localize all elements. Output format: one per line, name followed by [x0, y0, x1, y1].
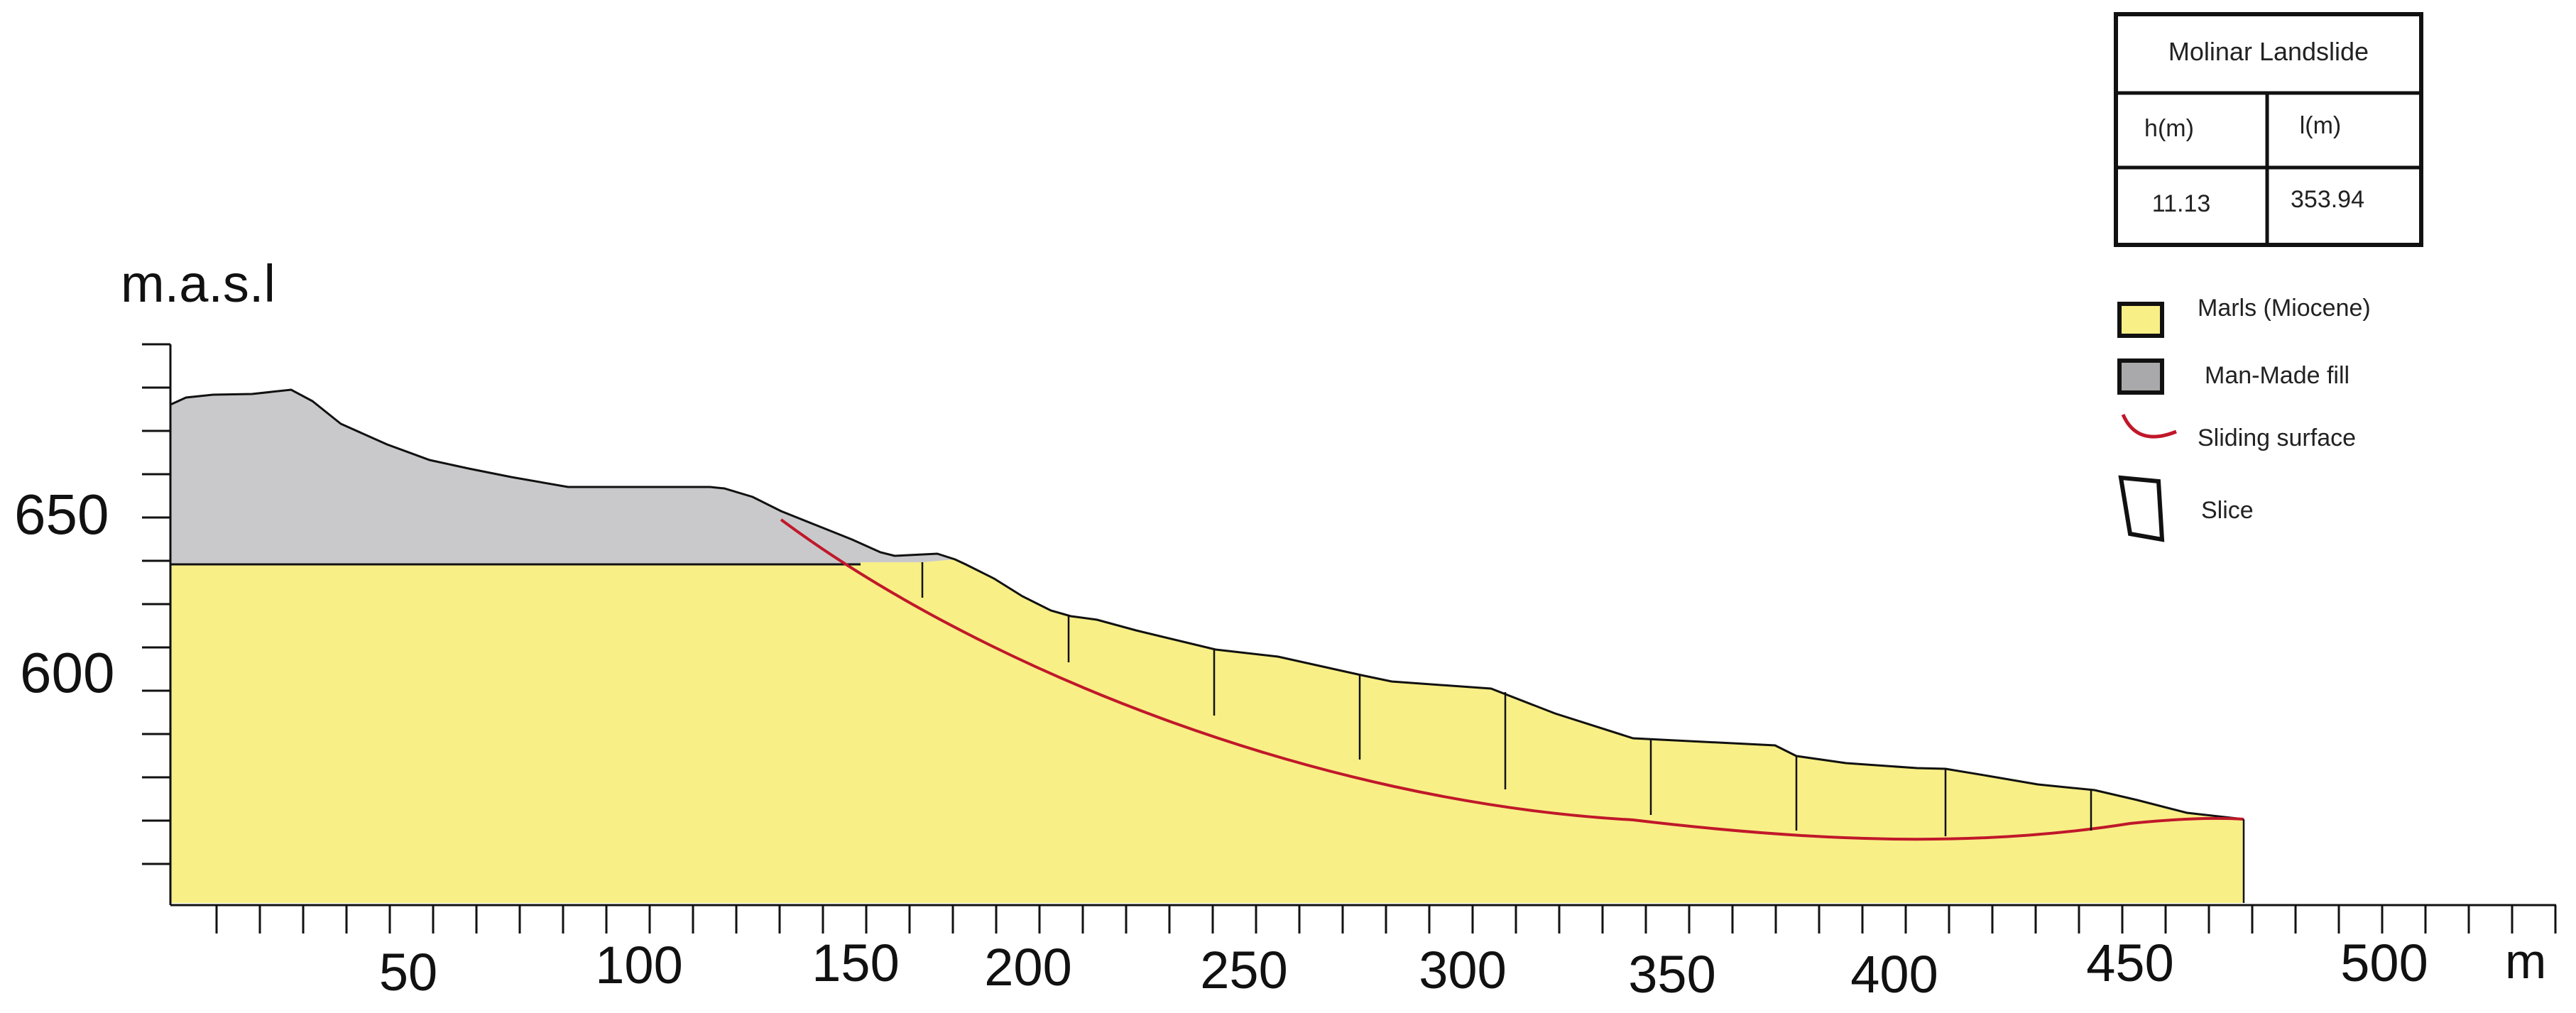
table-title: Molinar Landslide	[2168, 37, 2369, 66]
legend-label-sliding-surface: Sliding surface	[2198, 425, 2356, 451]
x-tick-label: 250	[1200, 941, 1287, 1000]
x-tick-label: 300	[1419, 941, 1506, 1000]
x-tick-label: 150	[812, 933, 899, 992]
marls-layer	[170, 559, 2244, 903]
table-value-h: 11.13	[2152, 190, 2211, 217]
legend-label-slice: Slice	[2201, 497, 2254, 524]
x-tick-label: 100	[595, 936, 682, 995]
slices	[921, 562, 2245, 903]
x-tick-label: 400	[1850, 945, 1938, 1004]
legend-label-marls: Marls (Miocene)	[2198, 295, 2371, 322]
table-header-h: h(m)	[2144, 115, 2194, 142]
x-tick-label: 450	[2086, 933, 2173, 992]
x-tick-label: 200	[984, 938, 1071, 997]
legend-swatch-marls	[2117, 302, 2164, 338]
x-tick-labels: 50 100 150 200 250 300 350 400 450 500	[379, 933, 2428, 1004]
man-made-fill-layer	[170, 390, 955, 564]
x-axis-ticks	[215, 905, 2557, 933]
y-tick-label-600: 600	[20, 641, 114, 704]
table-value-l: 353.94	[2291, 186, 2364, 213]
x-tick-label: 350	[1628, 945, 1715, 1004]
table-header-l: l(m)	[2300, 112, 2342, 139]
legend-label-fill: Man-Made fill	[2205, 362, 2349, 389]
legend-swatch-fill	[2117, 358, 2164, 395]
y-axis	[142, 343, 172, 905]
info-table: Molinar Landslide h(m) l(m) 11.13 353.94	[2114, 12, 2423, 247]
ground-surface-line	[170, 388, 2244, 821]
x-tick-label: 50	[379, 943, 437, 1002]
x-tick-label: 500	[2340, 933, 2428, 992]
y-axis-unit-label: m.a.s.l	[121, 254, 275, 313]
legend: Marls (Miocene) Man-Made fill Sliding su…	[2117, 295, 2371, 542]
y-axis-ticks	[142, 343, 170, 865]
x-axis-unit-label: m	[2505, 933, 2546, 989]
sliding-surface-curve	[780, 518, 2244, 841]
y-tick-label-650: 650	[14, 483, 109, 546]
sliding-surface-icon	[2121, 413, 2177, 439]
slice-icon	[2118, 475, 2165, 542]
x-axis	[170, 904, 2557, 933]
